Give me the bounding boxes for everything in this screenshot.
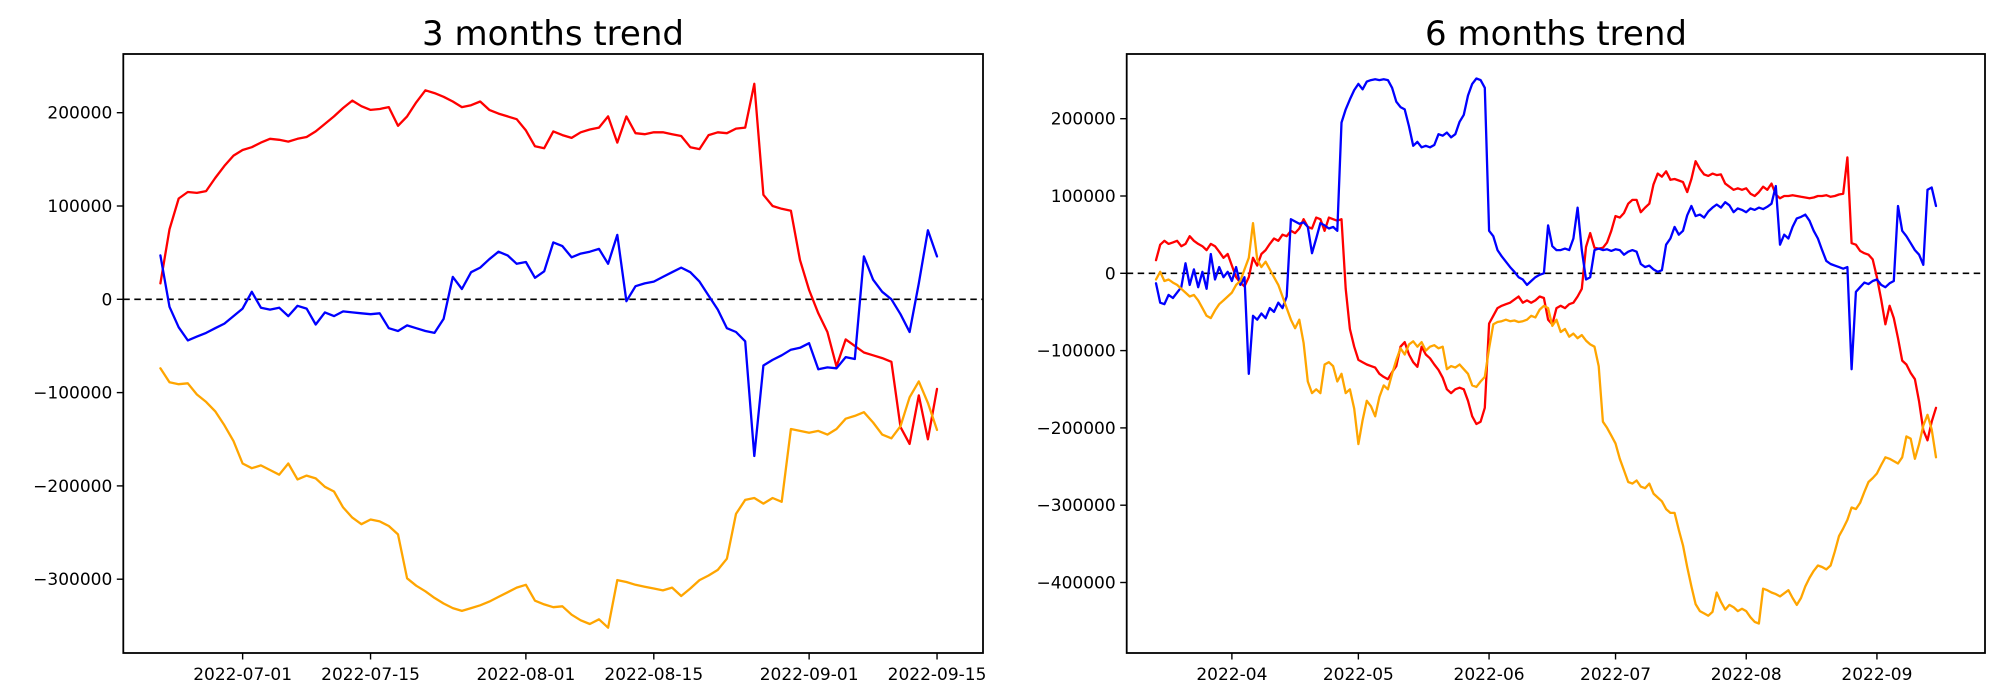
series-line-orange — [159, 367, 939, 629]
x-tick-label: 2022-07-01 — [193, 665, 292, 685]
y-tick-label: 100000 — [1051, 187, 1116, 207]
series-line-blue — [159, 229, 939, 458]
plot-border — [122, 53, 984, 654]
y-tick-label: 0 — [1105, 264, 1116, 284]
series-line-red — [159, 82, 939, 446]
x-tick-label: 2022-08 — [1711, 665, 1782, 685]
series-line-blue — [1154, 77, 1938, 375]
chart-title-3-months: 3 months trend — [422, 14, 684, 54]
series-line-red — [1154, 156, 1938, 442]
y-tick-label: −200000 — [1037, 419, 1116, 439]
x-tick-label: 2022-07 — [1580, 665, 1651, 685]
y-tick-label: −200000 — [33, 477, 112, 497]
x-tick-label: 2022-09-15 — [888, 665, 987, 685]
y-tick-label: −300000 — [33, 570, 112, 590]
chart-title-6-months: 6 months trend — [1425, 14, 1687, 54]
series-line-orange — [1154, 221, 1938, 625]
x-tick-label: 2022-09 — [1841, 665, 1912, 685]
x-tick-label: 2022-07-15 — [321, 665, 420, 685]
y-tick-label: 200000 — [1051, 110, 1116, 130]
chart-6-months-trend: 200000 100000 0 −100000 −200000 −300000 −40000… — [1037, 53, 1986, 685]
y-tick-label: −100000 — [1037, 342, 1116, 362]
x-tick-label: 2022-04 — [1196, 665, 1267, 685]
y-tick-label: −100000 — [33, 384, 112, 404]
y-tick-label: 100000 — [47, 197, 112, 217]
x-tick-label: 2022-08-01 — [476, 665, 575, 685]
y-tick-label: 200000 — [47, 104, 112, 124]
y-tick-label: −400000 — [1037, 574, 1116, 594]
y-tick-label: −300000 — [1037, 496, 1116, 516]
y-tick-label: 0 — [101, 290, 112, 310]
x-tick-label: 2022-09-01 — [760, 665, 859, 685]
chart-3-months-trend: 200000 100000 0 −100000 −200000 −300000 2022-0… — [33, 53, 987, 685]
plot-border — [1125, 53, 1986, 654]
x-tick-label: 2022-05 — [1323, 665, 1394, 685]
x-tick-label: 2022-08-15 — [604, 665, 703, 685]
x-tick-label: 2022-06 — [1454, 665, 1525, 685]
